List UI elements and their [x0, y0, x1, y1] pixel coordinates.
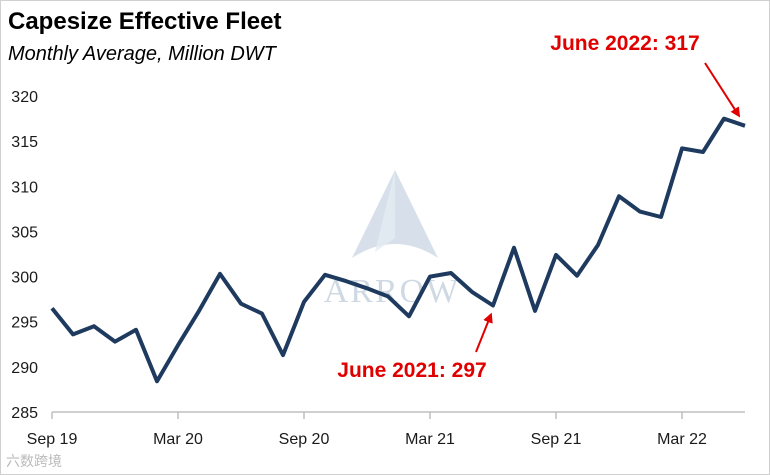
y-tick-label: 315	[11, 134, 38, 151]
arrow-logo-watermark: ARROW	[324, 170, 458, 310]
y-tick-label: 305	[11, 224, 38, 241]
chart-subtitle: Monthly Average, Million DWT	[8, 43, 276, 65]
y-tick-label: 295	[11, 315, 38, 332]
x-tick-label: Mar 20	[153, 431, 203, 448]
series-line	[50, 116, 746, 384]
footer-watermark: 六数跨境	[6, 453, 62, 469]
y-tick-label: 285	[11, 405, 38, 422]
x-tick-label: Sep 20	[279, 431, 330, 448]
x-tick-label: Mar 21	[405, 431, 455, 448]
y-tick-label: 320	[11, 89, 38, 106]
y-tick-label: 300	[11, 270, 38, 287]
y-tick-label: 290	[11, 360, 38, 377]
chart-title: Capesize Effective Fleet	[8, 8, 282, 35]
x-axis-ticks: Sep 19 Mar 20 Sep 20 Mar 21 Sep 21 Mar 22	[27, 431, 707, 448]
annotation-label: June 2022: 317	[550, 32, 699, 55]
annotations: June 2022: 317 June 2021: 297	[337, 32, 741, 382]
annotation-label: June 2021: 297	[337, 359, 486, 382]
axes	[51, 411, 745, 419]
x-tick-label: Sep 19	[27, 431, 78, 448]
x-tick-label: Sep 21	[531, 431, 582, 448]
annotation-arrow	[704, 62, 741, 118]
x-tick-label: Mar 22	[657, 431, 707, 448]
annotation-arrow	[475, 312, 493, 353]
y-tick-label: 310	[11, 179, 38, 196]
y-axis-ticks: 285 290 295 300 305 310 315 320	[11, 89, 38, 422]
